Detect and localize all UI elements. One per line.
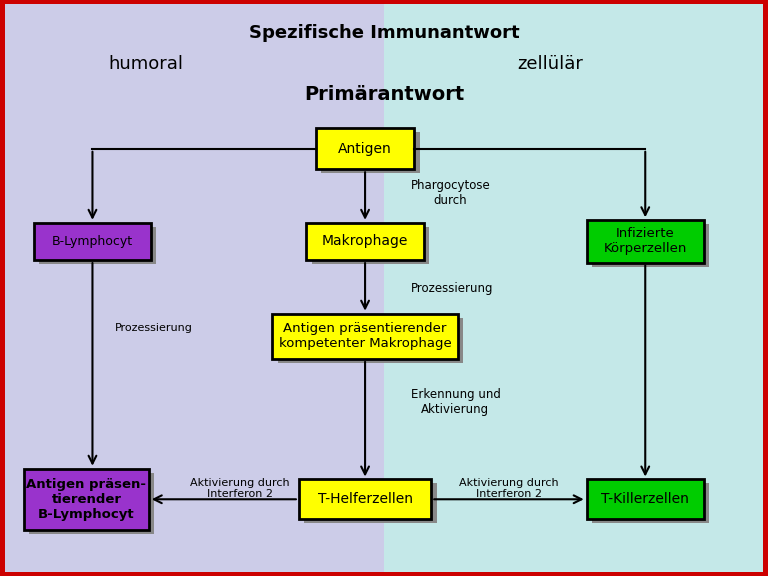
Bar [321, 132, 419, 173]
Text: zellülär: zellülär [518, 55, 584, 73]
Text: Antigen präsen-
tierender
B-Lymphocyt: Antigen präsen- tierender B-Lymphocyt [26, 478, 147, 521]
Text: Antigen: Antigen [338, 142, 392, 156]
Text: Phargocytose
durch: Phargocytose durch [411, 179, 490, 207]
Text: Aktivierung durch
Interferon 2: Aktivierung durch Interferon 2 [459, 478, 559, 499]
Bar [316, 128, 414, 169]
Bar [592, 483, 709, 523]
Text: B-Lymphocyt: B-Lymphocyt [52, 235, 133, 248]
Bar [304, 483, 437, 523]
Bar [273, 313, 458, 359]
Text: Antigen präsentierender
kompetenter Makrophage: Antigen präsentierender kompetenter Makr… [279, 323, 452, 350]
Bar [29, 472, 154, 534]
Text: Aktivierung durch
Interferon 2: Aktivierung durch Interferon 2 [190, 478, 290, 499]
Text: T-Helferzellen: T-Helferzellen [318, 492, 412, 506]
Text: Primärantwort: Primärantwort [304, 85, 464, 104]
Bar [299, 479, 432, 519]
Text: Prozessierung: Prozessierung [411, 282, 493, 294]
Text: humoral: humoral [108, 55, 183, 73]
Bar [587, 220, 704, 263]
Text: Prozessierung: Prozessierung [115, 323, 193, 333]
Bar [384, 4, 763, 572]
Bar [592, 224, 709, 267]
Bar [306, 223, 424, 260]
Text: Infizierte
Körperzellen: Infizierte Körperzellen [604, 228, 687, 255]
Bar [277, 317, 463, 363]
Text: T-Killerzellen: T-Killerzellen [601, 492, 689, 506]
Bar [39, 227, 157, 264]
Bar [312, 227, 429, 264]
Bar [24, 469, 149, 530]
Bar [5, 4, 384, 572]
Text: Erkennung und
Aktivierung: Erkennung und Aktivierung [411, 388, 501, 416]
Bar [34, 223, 151, 260]
Text: Makrophage: Makrophage [322, 234, 409, 248]
Text: Spezifische Immunantwort: Spezifische Immunantwort [249, 24, 519, 42]
Bar [587, 479, 704, 519]
